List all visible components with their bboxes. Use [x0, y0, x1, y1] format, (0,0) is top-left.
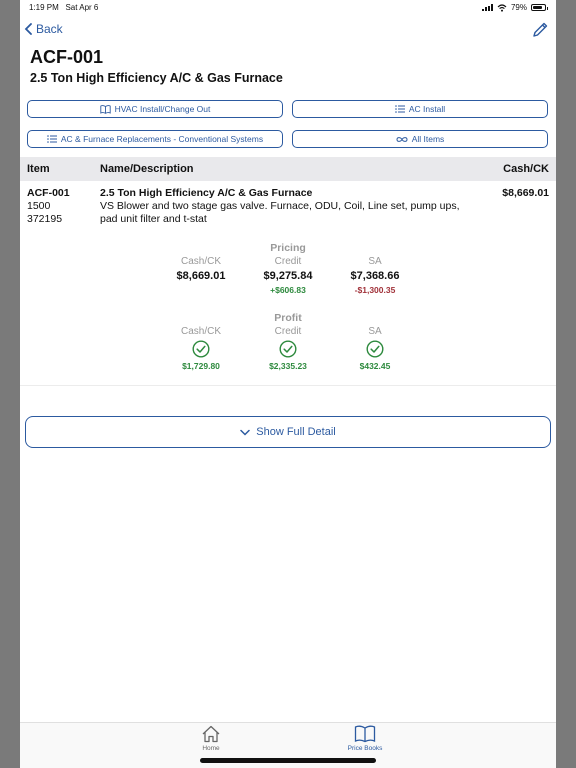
status-date: Sat Apr 6: [65, 3, 99, 12]
row-code: ACF-001: [27, 187, 70, 199]
category-chip-all-items[interactable]: All Items: [292, 130, 548, 148]
check-circle-icon: [366, 340, 384, 358]
home-indicator: [200, 758, 376, 763]
item-id-cell: ACF-001 1500 372195: [27, 187, 70, 226]
chip-label: AC Install: [408, 104, 446, 114]
right-margin: [556, 0, 576, 768]
chevron-down-icon: [240, 429, 250, 436]
profit-cash-label: Cash/CK: [180, 326, 221, 337]
status-right: 79%: [481, 3, 548, 12]
item-code-title: ACF-001: [30, 47, 104, 67]
pricing-cash-label: Cash/CK: [180, 256, 221, 267]
header-price: Cash/CK: [503, 163, 549, 175]
header-name: Name/Description: [100, 163, 194, 175]
chip-label: AC & Furnace Replacements - Conventional…: [60, 134, 264, 144]
chip-label: HVAC Install/Change Out: [114, 104, 211, 114]
check-circle-icon: [192, 340, 210, 358]
pricing-credit-delta: +$606.83: [270, 285, 306, 295]
profit-credit-label: Credit: [274, 326, 302, 337]
home-icon: [202, 725, 220, 743]
pricing-credit-value: $9,275.84: [263, 270, 313, 282]
back-button[interactable]: Back: [24, 22, 63, 36]
left-margin: [0, 0, 20, 768]
wifi-icon: [497, 3, 507, 12]
category-chip-ac-install[interactable]: AC Install: [292, 100, 548, 118]
row-name: 2.5 Ton High Efficiency A/C & Gas Furnac…: [100, 187, 313, 199]
pricing-credit-label: Credit: [274, 256, 302, 267]
pricing-sa-value: $7,368.66: [350, 270, 400, 282]
infinity-icon: [396, 136, 408, 142]
back-label: Back: [36, 22, 63, 36]
pricing-title: Pricing: [270, 242, 306, 254]
pricing-cash-value: $8,669.01: [176, 270, 226, 282]
chevron-left-icon: [24, 23, 32, 35]
tab-home[interactable]: Home: [181, 725, 241, 752]
category-chip-hvac-install[interactable]: HVAC Install/Change Out: [27, 100, 283, 118]
profit-credit: Credit $2,335.23: [243, 326, 333, 371]
profit-sa: SA $432.45: [330, 326, 420, 371]
pricing-sa-delta: -$1,300.35: [354, 285, 396, 295]
profit-credit-value: $2,335.23: [269, 361, 307, 371]
pencil-icon: [533, 22, 548, 37]
status-bar: 1:19 PM Sat Apr 6 79%: [0, 0, 576, 16]
profit-cash: Cash/CK $1,729.80: [156, 326, 246, 371]
row-price: $8,669.01: [502, 187, 549, 199]
table-header: Item Name/Description Cash/CK: [20, 157, 556, 181]
chip-label: All Items: [411, 134, 445, 144]
item-description-cell: 2.5 Ton High Efficiency A/C & Gas Furnac…: [100, 187, 480, 226]
battery-icon: [531, 4, 548, 11]
status-clock: 1:19 PM: [29, 3, 59, 12]
status-time: 1:19 PM Sat Apr 6: [29, 3, 98, 12]
show-full-detail-label: Show Full Detail: [256, 426, 336, 438]
tab-price-books[interactable]: Price Books: [335, 725, 395, 752]
signal-icon: [481, 4, 493, 11]
tab-home-label: Home: [202, 745, 220, 752]
tab-price-books-label: Price Books: [347, 745, 383, 752]
pricing-credit: Credit $9,275.84 +$606.83: [243, 256, 333, 295]
check-circle-icon: [279, 340, 297, 358]
row-id: 372195: [27, 213, 63, 225]
list-icon: [47, 135, 57, 143]
profit-sa-value: $432.45: [359, 361, 391, 371]
row-description-line1: VS Blower and two stage gas valve. Furna…: [100, 200, 460, 212]
pricing-sa-label: SA: [368, 256, 382, 267]
section-divider: [20, 385, 556, 386]
book-icon: [99, 104, 111, 114]
show-full-detail-button[interactable]: Show Full Detail: [25, 416, 551, 448]
header-item: Item: [27, 163, 50, 175]
pricing-cash: Cash/CK $8,669.01: [156, 256, 246, 282]
category-chip-ac-furnace[interactable]: AC & Furnace Replacements - Conventional…: [27, 130, 283, 148]
profit-cash-value: $1,729.80: [182, 361, 220, 371]
row-description-line2: pad unit filter and t-stat: [100, 213, 207, 225]
pricing-sa: SA $7,368.66 -$1,300.35: [330, 256, 420, 295]
profit-sa-label: SA: [368, 326, 382, 337]
book-icon: [354, 725, 376, 743]
list-icon: [395, 105, 405, 113]
item-title: 2.5 Ton High Efficiency A/C & Gas Furnac…: [30, 71, 283, 85]
edit-button[interactable]: [532, 22, 548, 43]
row-qty: 1500: [27, 200, 51, 212]
battery-percent: 79%: [510, 3, 527, 12]
profit-title: Profit: [274, 312, 302, 324]
detail-sheet: [20, 0, 556, 768]
